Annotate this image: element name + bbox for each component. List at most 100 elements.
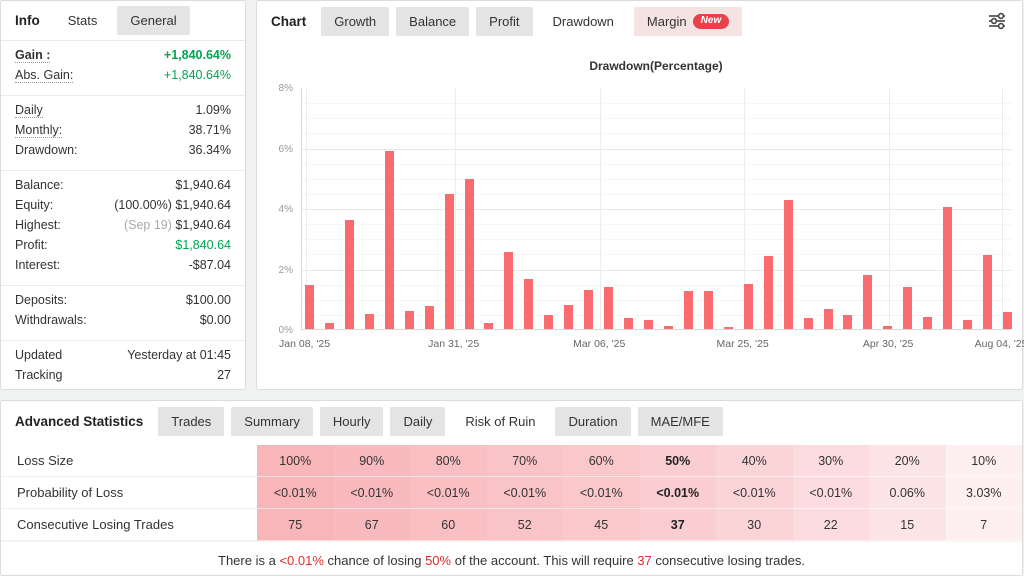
table-cell: <0.01% — [410, 477, 487, 509]
stat-row-tracking: Tracking 27 — [15, 368, 231, 388]
stat-label: Profit: — [15, 238, 48, 252]
tab-label: Drawdown — [552, 13, 614, 29]
vertical-gridline — [743, 88, 745, 329]
new-badge: New — [692, 13, 730, 29]
drawdown-bar — [524, 279, 534, 329]
stat-label: Monthly: — [15, 123, 63, 138]
advanced-statistics-header: Advanced Statistics Trades Summary Hourly D… — [1, 401, 1022, 441]
drawdown-bar — [344, 220, 354, 329]
drawdown-bar — [644, 319, 654, 329]
tab-trades[interactable]: Trades — [158, 406, 225, 436]
table-cell: <0.01% — [639, 477, 716, 509]
stat-value: (Sep 19) $1,940.64 — [123, 218, 231, 232]
drawdown-bar — [843, 315, 853, 329]
stat-row-interest: Interest: -$87.04 — [15, 258, 231, 278]
stat-label: Gain : — [15, 48, 51, 63]
stats-panel-title: Info — [15, 13, 40, 28]
minor-gridline — [302, 193, 1011, 195]
drawdown-bar — [484, 322, 494, 329]
tab-label: Growth — [334, 13, 377, 29]
stats-panel: Info Stats General Gain : +1,840.64% Abs. G… — [0, 0, 246, 390]
stat-row-withdrawals: Withdrawals: $0.00 — [15, 313, 231, 333]
drawdown-bar — [624, 318, 634, 329]
table-cell: 75 — [257, 509, 334, 541]
y-tick-label: 6% — [278, 143, 293, 155]
tab-summary[interactable]: Summary — [231, 406, 313, 436]
summary-text: chance of losing — [323, 553, 426, 568]
stat-group: Deposits: $100.00 Withdrawals: $0.00 — [1, 286, 245, 341]
drawdown-bar — [444, 194, 454, 329]
minor-gridline — [302, 133, 1011, 135]
table-cell: 52 — [486, 509, 563, 541]
tab-general[interactable]: General — [117, 6, 190, 35]
advanced-statistics-panel: Advanced Statistics Trades Summary Hourly D… — [0, 400, 1023, 576]
table-cell: 90% — [333, 445, 410, 477]
stat-value: +1,840.64% — [163, 68, 231, 82]
stat-value: -$87.04 — [188, 258, 231, 272]
stat-label: Balance: — [15, 178, 64, 192]
stat-label: Deposits: — [15, 293, 68, 307]
drawdown-bar — [803, 318, 813, 329]
sliders-icon[interactable] — [986, 10, 1008, 32]
minor-gridline — [302, 314, 1011, 316]
tab-margin[interactable]: Margin New — [633, 6, 743, 36]
tab-growth[interactable]: Growth — [321, 6, 390, 36]
vertical-gridline — [1002, 88, 1004, 329]
x-tick-label: Aug 04, '25 — [974, 338, 1024, 350]
tab-label: Balance — [409, 13, 457, 29]
table-cell: 3.03% — [945, 477, 1022, 509]
table-cell: 60% — [563, 445, 640, 477]
minor-gridline — [302, 239, 1011, 241]
major-gridline — [302, 209, 1011, 210]
table-cell: <0.01% — [486, 477, 563, 509]
drawdown-bar — [863, 274, 873, 329]
vertical-gridline — [600, 88, 602, 329]
tab-balance[interactable]: Balance — [396, 6, 470, 36]
drawdown-bar — [1003, 312, 1012, 329]
risk-summary-text: There is a <0.01% chance of losing 50% o… — [1, 541, 1022, 568]
tab-hourly[interactable]: Hourly — [319, 406, 384, 436]
minor-gridline — [302, 118, 1011, 120]
stat-value: $100.00 — [185, 293, 231, 307]
tab-label: Risk of Ruin — [465, 413, 536, 429]
minor-gridline — [302, 299, 1011, 301]
y-axis-labels: 0% 2% 4% 6% 8% — [257, 83, 1011, 336]
table-cell: 67 — [333, 509, 410, 541]
tab-profit[interactable]: Profit — [476, 6, 533, 36]
stat-label: Interest: — [15, 258, 61, 272]
vertical-gridline — [305, 88, 307, 329]
tab-mae-mfe[interactable]: MAE/MFE — [637, 406, 723, 436]
stat-value: 36.34% — [188, 143, 231, 157]
tab-label: Profit — [489, 13, 520, 29]
tab-label: MAE/MFE — [650, 413, 710, 429]
stat-value: Yesterday at 01:45 — [127, 348, 231, 362]
stat-label: Equity: — [15, 198, 54, 212]
summary-highlight: <0.01% — [279, 553, 324, 568]
table-cell: 10% — [945, 445, 1022, 477]
drawdown-bar — [564, 304, 574, 329]
tab-drawdown[interactable]: Drawdown — [539, 6, 627, 36]
tab-daily[interactable]: Daily — [390, 406, 446, 436]
advanced-statistics-title: Advanced Statistics — [15, 413, 144, 429]
tab-duration[interactable]: Duration — [555, 406, 631, 436]
tab-label: General — [130, 13, 177, 28]
tab-stats[interactable]: Stats — [54, 6, 111, 35]
table-cell: 37 — [639, 509, 716, 541]
stat-row-updated: Updated Yesterday at 01:45 — [15, 348, 231, 368]
table-cell: 30 — [716, 509, 793, 541]
y-tick-label: 2% — [278, 264, 293, 276]
tab-risk-of-ruin[interactable]: Risk of Ruin — [452, 406, 549, 436]
stat-row-abs-gain: Abs. Gain: +1,840.64% — [15, 68, 231, 88]
stat-value-prefix: (100.00%) — [114, 198, 176, 212]
stats-panel-header: Info Stats General — [1, 1, 245, 41]
stat-group: Daily 1.09% Monthly: 38.71% Drawdown: 36.34% — [1, 96, 245, 171]
y-tick-label: 8% — [278, 83, 293, 94]
advanced-statistics-tabs: Trades Summary Hourly Daily Risk of Ruin Dura… — [158, 406, 723, 436]
drawdown-bar — [783, 200, 793, 329]
stat-row-deposits: Deposits: $100.00 — [15, 293, 231, 313]
table-cell: <0.01% — [333, 477, 410, 509]
table-cell: 0.06% — [869, 477, 946, 509]
major-gridline — [302, 148, 1011, 150]
drawdown-bar — [663, 325, 673, 329]
table-cell: 45 — [563, 509, 640, 541]
